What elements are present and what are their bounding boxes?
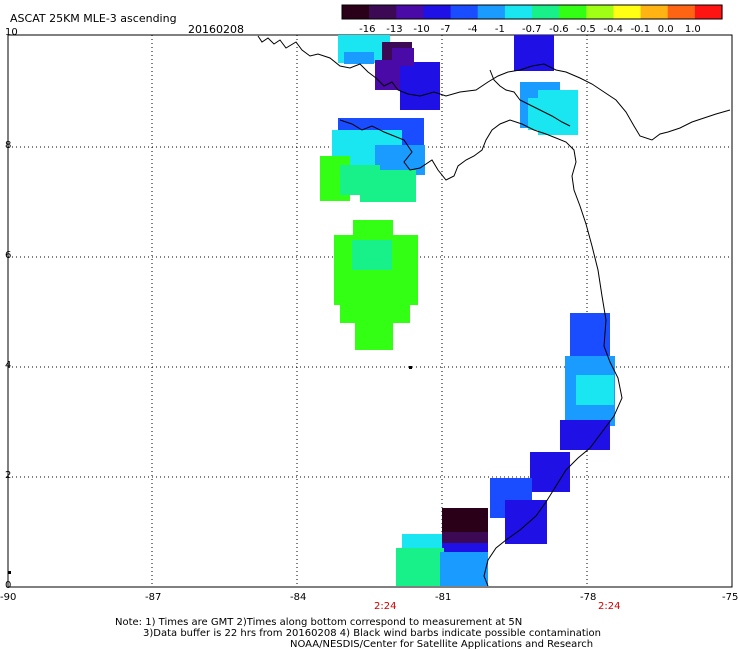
data-cell — [570, 313, 610, 358]
y-tick-8: 8 — [5, 140, 12, 151]
data-cell — [400, 62, 440, 110]
x-tick-minus-75: -75 — [722, 592, 739, 603]
y-tick-4: 4 — [5, 360, 12, 371]
island-marker — [8, 571, 11, 574]
product-title: ASCAT 25KM MLE-3 ascending — [10, 12, 177, 25]
product-date: 20160208 — [188, 23, 244, 36]
coast-panama-bay — [489, 69, 571, 127]
x-tick-minus-84: -84 — [290, 592, 307, 603]
colorbar-swatch — [613, 5, 642, 19]
data-cells — [320, 35, 615, 586]
data-cell — [528, 98, 550, 130]
y-tick-10: 10 — [5, 27, 18, 38]
colorbar — [341, 4, 723, 20]
colorbar-swatch — [694, 5, 723, 19]
data-cell — [396, 548, 444, 586]
colorbar-swatch — [369, 5, 397, 19]
data-cell — [440, 552, 488, 586]
x-tick-minus-78: -78 — [580, 592, 597, 603]
data-cell — [344, 52, 374, 64]
time-label-right: 2:24 — [598, 601, 621, 612]
data-cell — [505, 500, 547, 544]
data-cell — [442, 532, 488, 546]
data-cell — [352, 240, 392, 270]
colorbar-swatch — [640, 5, 669, 19]
colorbar-swatch — [450, 5, 479, 19]
footer-note-line2: 3)Data buffer is 22 hrs from 20160208 4)… — [143, 628, 601, 639]
colorbar-label: -1 — [494, 24, 505, 35]
colorbar-label: 1.0 — [684, 24, 701, 35]
colorbar-label: -0.6 — [549, 24, 569, 35]
colorbar-swatch — [586, 5, 614, 19]
colorbar-swatch — [559, 5, 587, 19]
colorbar-swatch — [342, 5, 370, 19]
colorbar-label: -0.4 — [603, 24, 623, 35]
colorbar-label: -7 — [440, 24, 451, 35]
data-cell — [442, 508, 488, 534]
colorbar-swatch — [396, 5, 424, 19]
coast-central-america — [257, 35, 731, 141]
y-tick-6: 6 — [5, 250, 12, 261]
y-tick-2: 2 — [5, 470, 12, 481]
colorbar-swatch — [423, 5, 452, 19]
colorbar-label: -0.1 — [630, 24, 651, 35]
footer-note-line1: Note: 1) Times are GMT 2)Times along bot… — [115, 617, 523, 628]
colorbar-label: -16 — [359, 24, 376, 35]
data-cell — [576, 375, 614, 405]
colorbar-label: -10 — [413, 24, 430, 35]
data-cell — [530, 452, 570, 492]
x-tick-minus-81: -81 — [435, 592, 452, 603]
x-tick-minus-90: -90 — [0, 592, 17, 603]
colorbar-label: -4 — [467, 24, 478, 35]
coastline — [257, 35, 731, 587]
colorbar-label: -0.5 — [576, 24, 596, 35]
footer-credit: NOAA/NESDIS/Center for Satellite Applica… — [290, 639, 594, 650]
island-marker — [409, 366, 412, 369]
data-cell — [514, 35, 554, 71]
grid-lines — [8, 35, 732, 587]
data-cell — [355, 300, 393, 350]
colorbar-swatch — [477, 5, 506, 19]
colorbar-label: -13 — [386, 24, 403, 35]
colorbar-outline — [341, 4, 723, 20]
data-cell — [560, 420, 610, 450]
colorbar-swatch — [532, 5, 560, 19]
colorbar-label: -0.7 — [522, 24, 542, 35]
data-cell — [360, 188, 416, 202]
colorbar-swatch — [667, 5, 696, 19]
colorbar-swatch — [504, 5, 533, 19]
colorbar-label: 0.0 — [657, 24, 674, 35]
data-cell — [392, 48, 414, 66]
y-tick-0: 0 — [5, 580, 12, 591]
coast-panama-pacific — [339, 119, 623, 587]
time-label-left: 2:24 — [374, 601, 397, 612]
x-tick-minus-87: -87 — [145, 592, 162, 603]
